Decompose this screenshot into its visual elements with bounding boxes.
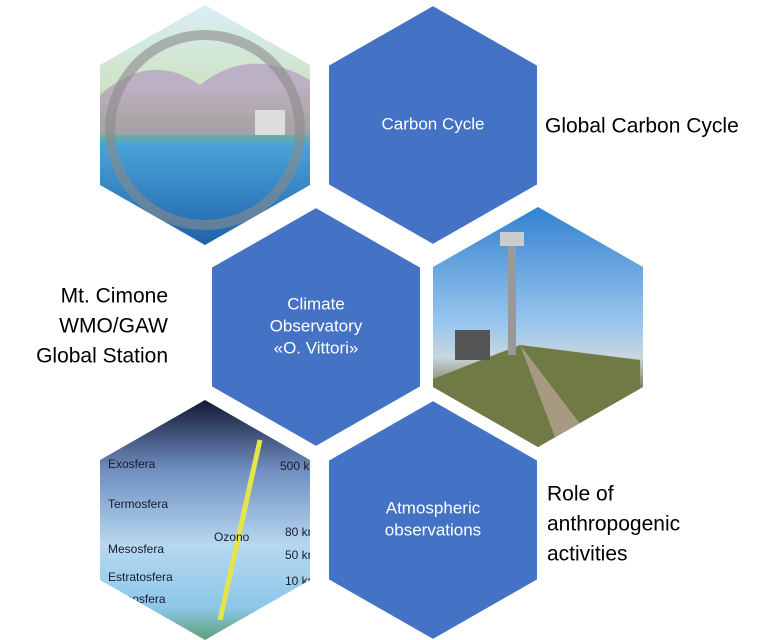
diagram: Exosfera 500 km Termosfera 80 km Ozono Mesosf… (0, 0, 773, 640)
side-label: activities (547, 543, 628, 566)
hexagon-label: observations (385, 520, 481, 539)
side-label: Role of (547, 483, 614, 506)
atmosphere-label: 10 km (285, 574, 318, 588)
tower-top (500, 232, 524, 246)
atmosphere-label: Estratosfera (108, 570, 173, 584)
hexagon-label: Observatory (270, 316, 363, 335)
factory (255, 110, 285, 135)
atmosphere-label: Termosfera (108, 497, 168, 511)
atmosphere-label: 500 km (280, 459, 319, 473)
building (455, 330, 490, 360)
atmosphere-label: Troposfera (108, 592, 166, 606)
side-label: WMO/GAW (59, 315, 168, 338)
side-label: Mt. Cimone (61, 285, 168, 308)
hexagon-label: Carbon Cycle (382, 114, 485, 133)
side-label: Global Station (36, 345, 168, 368)
image-background (95, 395, 315, 640)
hexagon-label: Climate (287, 294, 345, 313)
hexagon-label: Atmospheric (386, 498, 481, 517)
atmosphere-label: Exosfera (108, 457, 156, 471)
atmosphere-label: 50 km (285, 548, 318, 562)
tower (508, 235, 516, 355)
carbon-cycle-image (95, 0, 315, 250)
side-label: Global Carbon Cycle (545, 115, 739, 138)
atmosphere-label: Ozono (214, 530, 250, 544)
hexagon-label: «O. Vittori» (274, 338, 359, 357)
atmosphere-label: Mesosfera (108, 542, 164, 556)
observatory-photo (428, 202, 648, 452)
atmosphere-image: Exosfera 500 km Termosfera 80 km Ozono Mesosf… (95, 395, 319, 640)
side-label: anthropogenic (547, 513, 680, 536)
atmosphere-label: 80 km (285, 525, 318, 539)
